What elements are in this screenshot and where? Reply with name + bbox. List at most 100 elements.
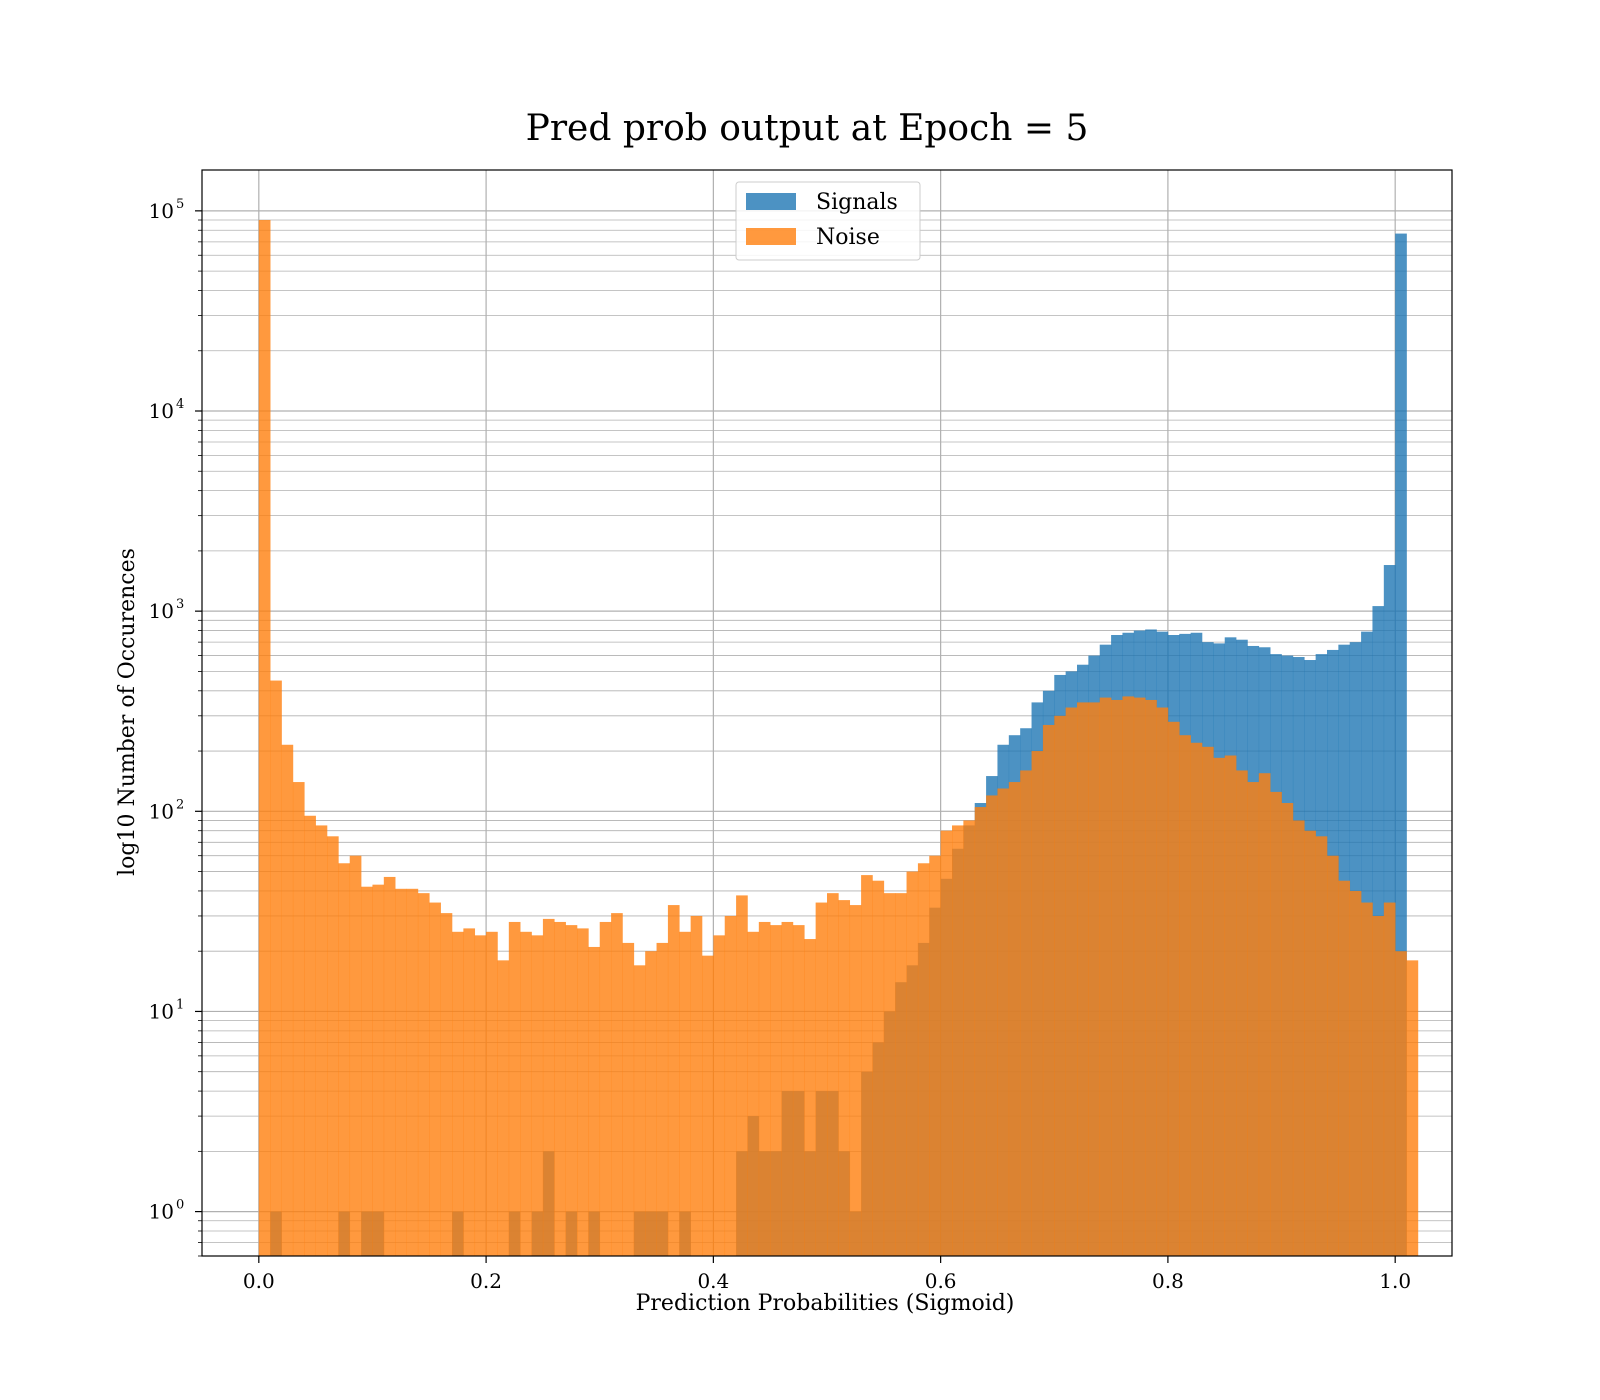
noise-bar xyxy=(1236,770,1248,1256)
noise-bar xyxy=(645,951,657,1256)
noise-bar xyxy=(1372,915,1385,1256)
noise-bar xyxy=(1327,855,1339,1256)
noise-bar xyxy=(1383,902,1396,1256)
noise-bar xyxy=(497,960,510,1256)
noise-bar xyxy=(1292,820,1305,1256)
y-tick-label: 10 xyxy=(149,399,174,423)
noise-bar xyxy=(429,902,441,1256)
noise-bar xyxy=(1224,755,1237,1256)
legend-noise-swatch xyxy=(746,228,796,245)
noise-bar xyxy=(929,855,941,1256)
noise-bar xyxy=(963,820,976,1256)
noise-bar xyxy=(804,939,816,1256)
y-tick-exponent: 4 xyxy=(176,397,184,412)
noise-bar xyxy=(554,921,566,1256)
noise-bar xyxy=(633,965,646,1256)
noise-bar xyxy=(1179,735,1191,1256)
legend-signals-swatch xyxy=(746,193,796,210)
chart-title: Pred prob output at Epoch = 5 xyxy=(526,108,1089,149)
noise-bar xyxy=(997,788,1010,1256)
x-tick-label: 0.0 xyxy=(243,1269,275,1293)
y-tick-label: 10 xyxy=(149,999,174,1023)
y-axis-label: log10 Number of Occurences xyxy=(115,548,140,876)
noise-bar xyxy=(281,744,294,1256)
noise-bar xyxy=(986,795,998,1256)
signals-bar xyxy=(1395,233,1407,1256)
noise-bar xyxy=(1361,902,1373,1256)
noise-bar xyxy=(1270,791,1282,1256)
noise-bar xyxy=(361,886,373,1256)
noise-bar xyxy=(292,782,305,1256)
noise-bar xyxy=(588,946,601,1256)
noise-bar xyxy=(747,931,760,1256)
x-tick-label: 0.8 xyxy=(1152,1269,1184,1293)
noise-bar xyxy=(270,680,282,1256)
noise-bar xyxy=(917,863,930,1256)
noise-bar xyxy=(372,884,385,1256)
noise-bar xyxy=(349,855,362,1256)
plot-frame xyxy=(201,169,1453,1257)
y-tick-label: 10 xyxy=(149,599,174,623)
noise-bar xyxy=(1156,707,1169,1256)
noise-bar xyxy=(304,815,316,1256)
noise-bars xyxy=(258,220,1419,1257)
noise-bar xyxy=(508,921,521,1256)
noise-bar xyxy=(315,825,328,1256)
noise-bar xyxy=(1065,707,1078,1256)
noise-bar xyxy=(406,888,419,1256)
noise-bar xyxy=(724,915,737,1256)
noise-bar xyxy=(872,880,885,1256)
noise-bar xyxy=(1020,770,1032,1256)
noise-bar xyxy=(258,220,271,1257)
noise-bar xyxy=(906,871,919,1256)
noise-bar xyxy=(1213,757,1226,1256)
noise-bar xyxy=(1077,702,1089,1256)
axes-frame xyxy=(201,169,1453,1257)
noise-bar xyxy=(1133,697,1146,1256)
noise-bar xyxy=(974,807,987,1256)
noise-bar xyxy=(849,905,862,1256)
noise-bar xyxy=(565,925,578,1256)
noise-bar xyxy=(679,931,691,1256)
noise-bar xyxy=(463,928,476,1256)
legend: Signals Noise xyxy=(735,181,921,261)
noise-bar xyxy=(327,836,339,1256)
noise-bar xyxy=(770,925,782,1256)
x-tick-label: 0.4 xyxy=(697,1269,729,1293)
noise-bar xyxy=(1088,702,1101,1256)
noise-bar xyxy=(1395,951,1407,1256)
noise-bar xyxy=(611,913,623,1256)
legend-noise-label: Noise xyxy=(816,225,880,250)
x-axis-label: Prediction Probabilities (Sigmoid) xyxy=(636,1291,1015,1316)
noise-bar xyxy=(827,893,839,1256)
y-tick-exponent: 5 xyxy=(176,197,184,212)
noise-bar xyxy=(1122,696,1135,1256)
x-tick-label: 0.2 xyxy=(470,1269,502,1293)
noise-bar xyxy=(599,921,612,1256)
noise-bar xyxy=(1281,803,1294,1256)
noise-bar xyxy=(383,876,396,1256)
noise-bar xyxy=(440,913,453,1256)
noise-bar xyxy=(1099,697,1112,1256)
noise-bar xyxy=(1247,782,1260,1256)
noise-bar xyxy=(781,921,794,1256)
noise-bar xyxy=(338,863,351,1256)
y-tick-label: 10 xyxy=(149,799,174,823)
noise-bar xyxy=(531,935,544,1256)
y-tick-label: 10 xyxy=(149,1200,174,1224)
y-tick-exponent: 0 xyxy=(176,1198,184,1213)
noise-bar xyxy=(1338,880,1351,1256)
noise-bar xyxy=(474,935,487,1256)
noise-bar xyxy=(1190,742,1203,1256)
noise-bar xyxy=(417,893,430,1256)
noise-bar xyxy=(395,888,407,1256)
noise-bar xyxy=(1145,699,1157,1256)
noise-bar xyxy=(758,921,771,1256)
y-tick-label: 10 xyxy=(149,199,174,223)
noise-bar xyxy=(883,893,896,1256)
noise-bar xyxy=(736,895,748,1256)
noise-bar xyxy=(690,915,703,1256)
noise-bar xyxy=(577,928,589,1256)
